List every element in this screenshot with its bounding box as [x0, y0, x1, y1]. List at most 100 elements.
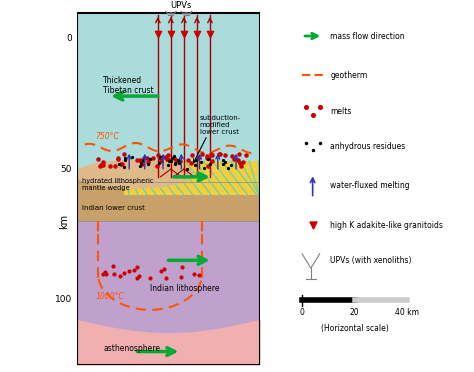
Point [100, 160, 107, 166]
Point [120, 151, 128, 157]
Point [115, 161, 123, 167]
Point [94, 155, 102, 161]
Point [193, 31, 201, 36]
Point [134, 275, 141, 280]
Point [115, 155, 122, 161]
Point [118, 161, 126, 167]
Point [175, 160, 183, 166]
Point [96, 163, 104, 169]
Point [133, 157, 141, 163]
Point [224, 165, 231, 171]
Point [116, 273, 124, 279]
Point [204, 163, 211, 169]
Point [309, 112, 317, 118]
Point [140, 155, 148, 161]
Point [199, 151, 206, 157]
Text: 750°C: 750°C [95, 132, 119, 141]
Point [174, 157, 182, 163]
Point [167, 158, 175, 164]
Text: 0: 0 [300, 308, 305, 317]
Point [316, 140, 323, 146]
Point [157, 154, 164, 160]
Point [137, 163, 144, 169]
Point [102, 272, 110, 278]
Point [144, 159, 151, 165]
Point [157, 269, 165, 275]
Point [99, 162, 107, 168]
Point [207, 161, 214, 167]
Point [165, 158, 173, 164]
Point [121, 155, 129, 161]
Point [309, 147, 317, 153]
Text: UPVs: UPVs [171, 1, 192, 10]
Point [146, 275, 154, 281]
Point [137, 158, 145, 164]
Point [309, 222, 317, 228]
Point [194, 155, 201, 161]
Point [154, 31, 162, 36]
Point [173, 158, 181, 164]
Text: mass flow direction: mass flow direction [330, 32, 405, 41]
Point [121, 157, 128, 163]
Text: 0: 0 [66, 34, 72, 43]
Text: anhydrous residues: anhydrous residues [330, 142, 405, 151]
Point [184, 157, 192, 163]
Point [117, 161, 125, 167]
Point [155, 160, 163, 166]
Polygon shape [77, 13, 259, 182]
Point [316, 105, 323, 110]
Point [302, 140, 310, 146]
Point [164, 152, 172, 158]
Point [157, 158, 164, 164]
Point [146, 156, 154, 162]
Text: 50: 50 [60, 164, 72, 174]
Polygon shape [77, 177, 259, 221]
Point [170, 154, 177, 160]
Point [172, 155, 179, 161]
Ellipse shape [74, 160, 194, 189]
Point [176, 158, 184, 164]
Text: subduction-
modified
lower crust: subduction- modified lower crust [200, 115, 241, 135]
Text: hydrated lithospheric
mantle wedge: hydrated lithospheric mantle wedge [82, 178, 154, 191]
Point [120, 164, 128, 170]
Point [150, 155, 157, 161]
Point [136, 157, 144, 163]
Point [187, 160, 194, 166]
Point [111, 163, 119, 169]
Point [99, 272, 107, 278]
Point [163, 156, 171, 162]
Point [183, 166, 191, 172]
Point [227, 163, 235, 169]
Point [139, 157, 147, 163]
Point [156, 155, 164, 161]
Point [168, 155, 176, 161]
Point [98, 161, 106, 167]
Text: high K adakite-like granitoids: high K adakite-like granitoids [330, 221, 443, 230]
Point [242, 152, 249, 158]
Point [166, 157, 174, 163]
Point [163, 155, 171, 161]
Text: km: km [59, 214, 69, 229]
Text: 1000°C: 1000°C [95, 292, 124, 301]
Point [203, 155, 210, 161]
Point [190, 271, 198, 277]
Point [114, 156, 122, 162]
Point [109, 263, 116, 269]
Point [167, 31, 174, 36]
Point [201, 166, 208, 171]
Point [236, 160, 244, 166]
Point [234, 157, 242, 163]
Point [107, 163, 114, 169]
Point [228, 153, 236, 159]
Point [237, 163, 245, 169]
Point [126, 268, 133, 274]
Point [156, 154, 164, 160]
Point [302, 105, 310, 110]
Point [189, 152, 196, 158]
Point [208, 158, 216, 164]
Point [179, 264, 186, 270]
Polygon shape [77, 221, 259, 339]
Point [144, 161, 151, 167]
Point [120, 270, 128, 276]
Point [137, 161, 145, 167]
